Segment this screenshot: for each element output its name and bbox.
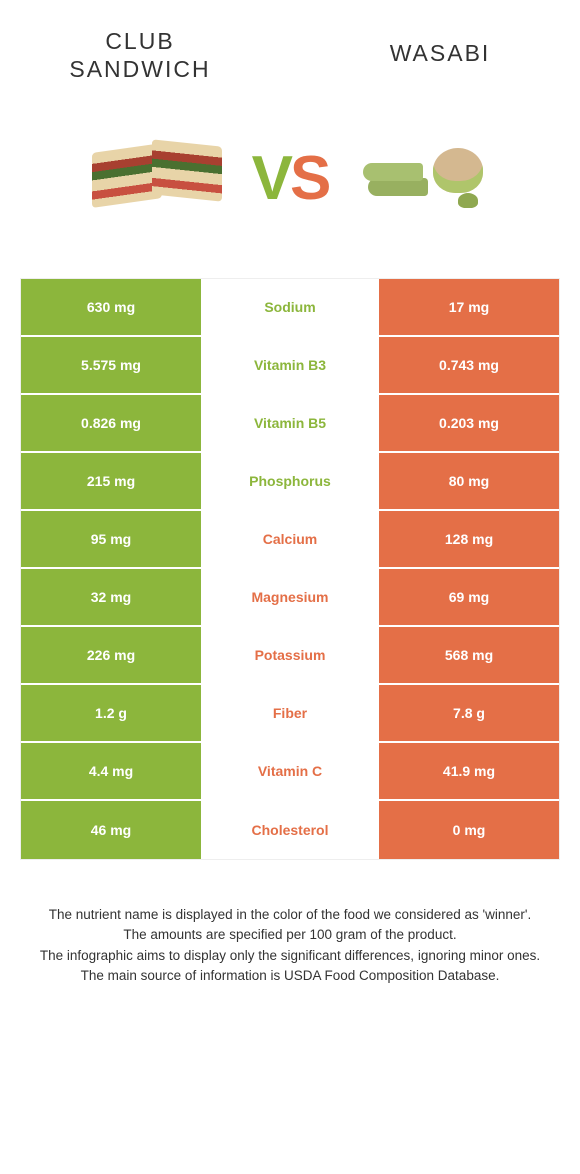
value-left: 0.826 mg xyxy=(21,395,201,451)
vs-v: V xyxy=(252,144,290,213)
title-left-line1: CLUB xyxy=(105,28,174,54)
table-row: 95 mgCalcium128 mg xyxy=(21,511,559,569)
value-left: 4.4 mg xyxy=(21,743,201,799)
nutrient-name: Phosphorus xyxy=(201,453,379,509)
table-row: 46 mgCholesterol0 mg xyxy=(21,801,559,859)
sandwich-image xyxy=(77,133,237,223)
table-row: 1.2 gFiber7.8 g xyxy=(21,685,559,743)
vs-label: VS xyxy=(252,143,329,214)
value-left: 1.2 g xyxy=(21,685,201,741)
footnote-line4: The main source of information is USDA F… xyxy=(30,966,550,986)
table-row: 5.575 mgVitamin B30.743 mg xyxy=(21,337,559,395)
table-row: 226 mgPotassium568 mg xyxy=(21,627,559,685)
nutrient-name: Fiber xyxy=(201,685,379,741)
header: CLUB SANDWICH WASABI xyxy=(0,0,580,83)
value-right: 568 mg xyxy=(379,627,559,683)
nutrient-name: Potassium xyxy=(201,627,379,683)
value-right: 69 mg xyxy=(379,569,559,625)
footnote: The nutrient name is displayed in the co… xyxy=(0,905,580,986)
nutrient-name: Vitamin B3 xyxy=(201,337,379,393)
value-left: 630 mg xyxy=(21,279,201,335)
table-row: 215 mgPhosphorus80 mg xyxy=(21,453,559,511)
nutrient-name: Cholesterol xyxy=(201,801,379,859)
nutrient-name: Vitamin B5 xyxy=(201,395,379,451)
value-right: 0.203 mg xyxy=(379,395,559,451)
value-left: 95 mg xyxy=(21,511,201,567)
table-row: 32 mgMagnesium69 mg xyxy=(21,569,559,627)
value-left: 32 mg xyxy=(21,569,201,625)
wasabi-image xyxy=(343,133,503,223)
value-right: 17 mg xyxy=(379,279,559,335)
table-row: 0.826 mgVitamin B50.203 mg xyxy=(21,395,559,453)
nutrient-name: Magnesium xyxy=(201,569,379,625)
table-row: 4.4 mgVitamin C41.9 mg xyxy=(21,743,559,801)
nutrient-name: Sodium xyxy=(201,279,379,335)
value-right: 0.743 mg xyxy=(379,337,559,393)
value-right: 128 mg xyxy=(379,511,559,567)
title-left: CLUB SANDWICH xyxy=(50,28,230,83)
nutrient-name: Vitamin C xyxy=(201,743,379,799)
nutrient-name: Calcium xyxy=(201,511,379,567)
footnote-line1: The nutrient name is displayed in the co… xyxy=(30,905,550,925)
title-right: WASABI xyxy=(350,28,530,68)
title-left-line2: SANDWICH xyxy=(69,56,210,82)
footnote-line3: The infographic aims to display only the… xyxy=(30,946,550,966)
table-row: 630 mgSodium17 mg xyxy=(21,279,559,337)
value-left: 46 mg xyxy=(21,801,201,859)
value-left: 215 mg xyxy=(21,453,201,509)
vs-row: VS xyxy=(0,133,580,223)
nutrient-table: 630 mgSodium17 mg5.575 mgVitamin B30.743… xyxy=(20,278,560,860)
footnote-line2: The amounts are specified per 100 gram o… xyxy=(30,925,550,945)
value-right: 7.8 g xyxy=(379,685,559,741)
value-right: 80 mg xyxy=(379,453,559,509)
value-right: 0 mg xyxy=(379,801,559,859)
value-right: 41.9 mg xyxy=(379,743,559,799)
value-left: 226 mg xyxy=(21,627,201,683)
vs-s: S xyxy=(290,144,328,213)
value-left: 5.575 mg xyxy=(21,337,201,393)
